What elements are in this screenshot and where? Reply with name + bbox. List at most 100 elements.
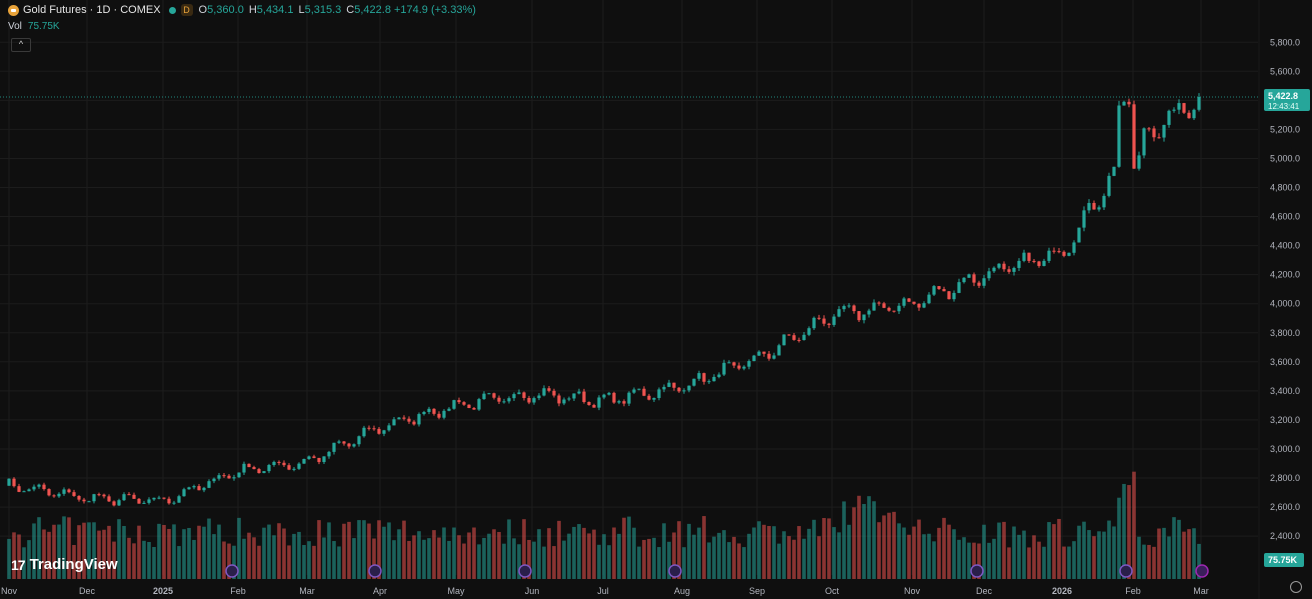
candle-body	[682, 390, 686, 392]
volume-bar	[447, 540, 451, 579]
candle-body	[292, 468, 296, 470]
volume-bar	[827, 518, 831, 579]
candle-body	[47, 489, 51, 496]
candle-body	[1177, 103, 1181, 110]
settings-gear-icon[interactable]	[1290, 581, 1302, 593]
time-tick-label: Aug	[674, 586, 690, 596]
volume-bar	[1037, 541, 1041, 579]
volume-bar	[997, 522, 1001, 579]
volume-bar	[297, 531, 301, 579]
candle-body	[602, 394, 606, 398]
interval-badge[interactable]: D	[180, 4, 193, 16]
volume-bar	[47, 531, 51, 579]
candle-body	[762, 351, 766, 354]
volume-bar	[1082, 521, 1086, 579]
volume-bar	[232, 545, 236, 579]
candle-body	[347, 443, 351, 447]
volume-bar	[347, 521, 351, 579]
volume-bar	[417, 531, 421, 579]
candle-body	[917, 303, 921, 308]
candle-body	[1102, 195, 1106, 208]
volume-bar	[777, 543, 781, 579]
volume-bar	[1197, 543, 1201, 579]
volume-bar	[167, 528, 171, 579]
candle-body	[812, 317, 816, 329]
volume-bar	[1147, 544, 1151, 579]
candle-body	[477, 399, 481, 410]
volume-bar	[172, 524, 176, 579]
volume-label: Vol	[8, 21, 22, 32]
candle-body	[1032, 260, 1036, 262]
time-tick-label: Jul	[597, 586, 609, 596]
time-tick-label: Mar	[299, 586, 315, 596]
candle-body	[1152, 128, 1156, 138]
candle-body	[357, 436, 361, 445]
volume-bar	[112, 541, 116, 579]
volume-bar	[837, 532, 841, 579]
volume-bar	[552, 546, 556, 579]
candle-body	[1132, 104, 1136, 169]
candle-body	[1007, 269, 1011, 272]
volume-bar	[1187, 529, 1191, 579]
volume-bar	[452, 527, 456, 579]
candle-body	[982, 278, 986, 286]
candle-body	[807, 328, 811, 335]
candle-body	[937, 286, 941, 290]
candle-body	[227, 475, 231, 479]
volume-bar	[712, 536, 716, 579]
candle-body	[1197, 97, 1201, 110]
volume-bar	[562, 540, 566, 579]
volume-bar	[952, 529, 956, 579]
volume-bar	[597, 544, 601, 579]
candle-body	[407, 418, 411, 422]
volume-bar	[587, 533, 591, 579]
candle-body	[197, 486, 201, 491]
volume-bar	[227, 543, 231, 579]
candle-body	[392, 419, 396, 426]
volume-bar	[262, 527, 266, 579]
candle-body	[882, 303, 886, 308]
volume-bar	[762, 524, 766, 579]
ohlc-close-key: C	[346, 4, 355, 16]
volume-bar	[292, 533, 296, 579]
volume-bar	[1027, 547, 1031, 579]
candle-body	[297, 463, 301, 469]
volume-bar	[1172, 517, 1176, 579]
candle-body	[372, 428, 376, 430]
volume-bar	[947, 524, 951, 579]
volume-bar	[32, 523, 36, 579]
candle-body	[302, 458, 306, 464]
volume-bar	[427, 538, 431, 579]
volume-bar	[1132, 471, 1136, 579]
candle-body	[667, 382, 671, 387]
volume-bar	[422, 539, 426, 579]
volume-bar	[247, 532, 251, 579]
volume-bar	[557, 520, 561, 579]
candle-body	[727, 362, 731, 364]
candle-body	[397, 417, 401, 420]
volume-bar	[1052, 524, 1056, 579]
candle-body	[317, 457, 321, 463]
volume-bar	[907, 534, 911, 579]
price-tick-label: 2,600.0	[1270, 502, 1300, 512]
candle-body	[1097, 207, 1101, 210]
candle-body	[1127, 101, 1131, 105]
candle-body	[857, 311, 861, 321]
volume-bar	[517, 544, 521, 579]
volume-bar	[1112, 526, 1116, 579]
volume-bar	[897, 523, 901, 579]
candle-body	[272, 461, 276, 466]
candle-body	[1137, 155, 1141, 169]
volume-bar	[217, 524, 221, 579]
time-tick-label: Sep	[749, 586, 765, 596]
volume-bar	[832, 527, 836, 579]
volume-bar	[377, 520, 381, 579]
symbol-title[interactable]: Gold Futures · 1D · COMEX	[23, 4, 161, 16]
volume-value: 75.75K	[27, 21, 60, 32]
candle-body	[702, 373, 706, 382]
candle-body	[262, 471, 266, 474]
candle-body	[962, 277, 966, 283]
candle-body	[167, 498, 171, 504]
collapse-legend-button[interactable]: ^	[11, 38, 31, 52]
